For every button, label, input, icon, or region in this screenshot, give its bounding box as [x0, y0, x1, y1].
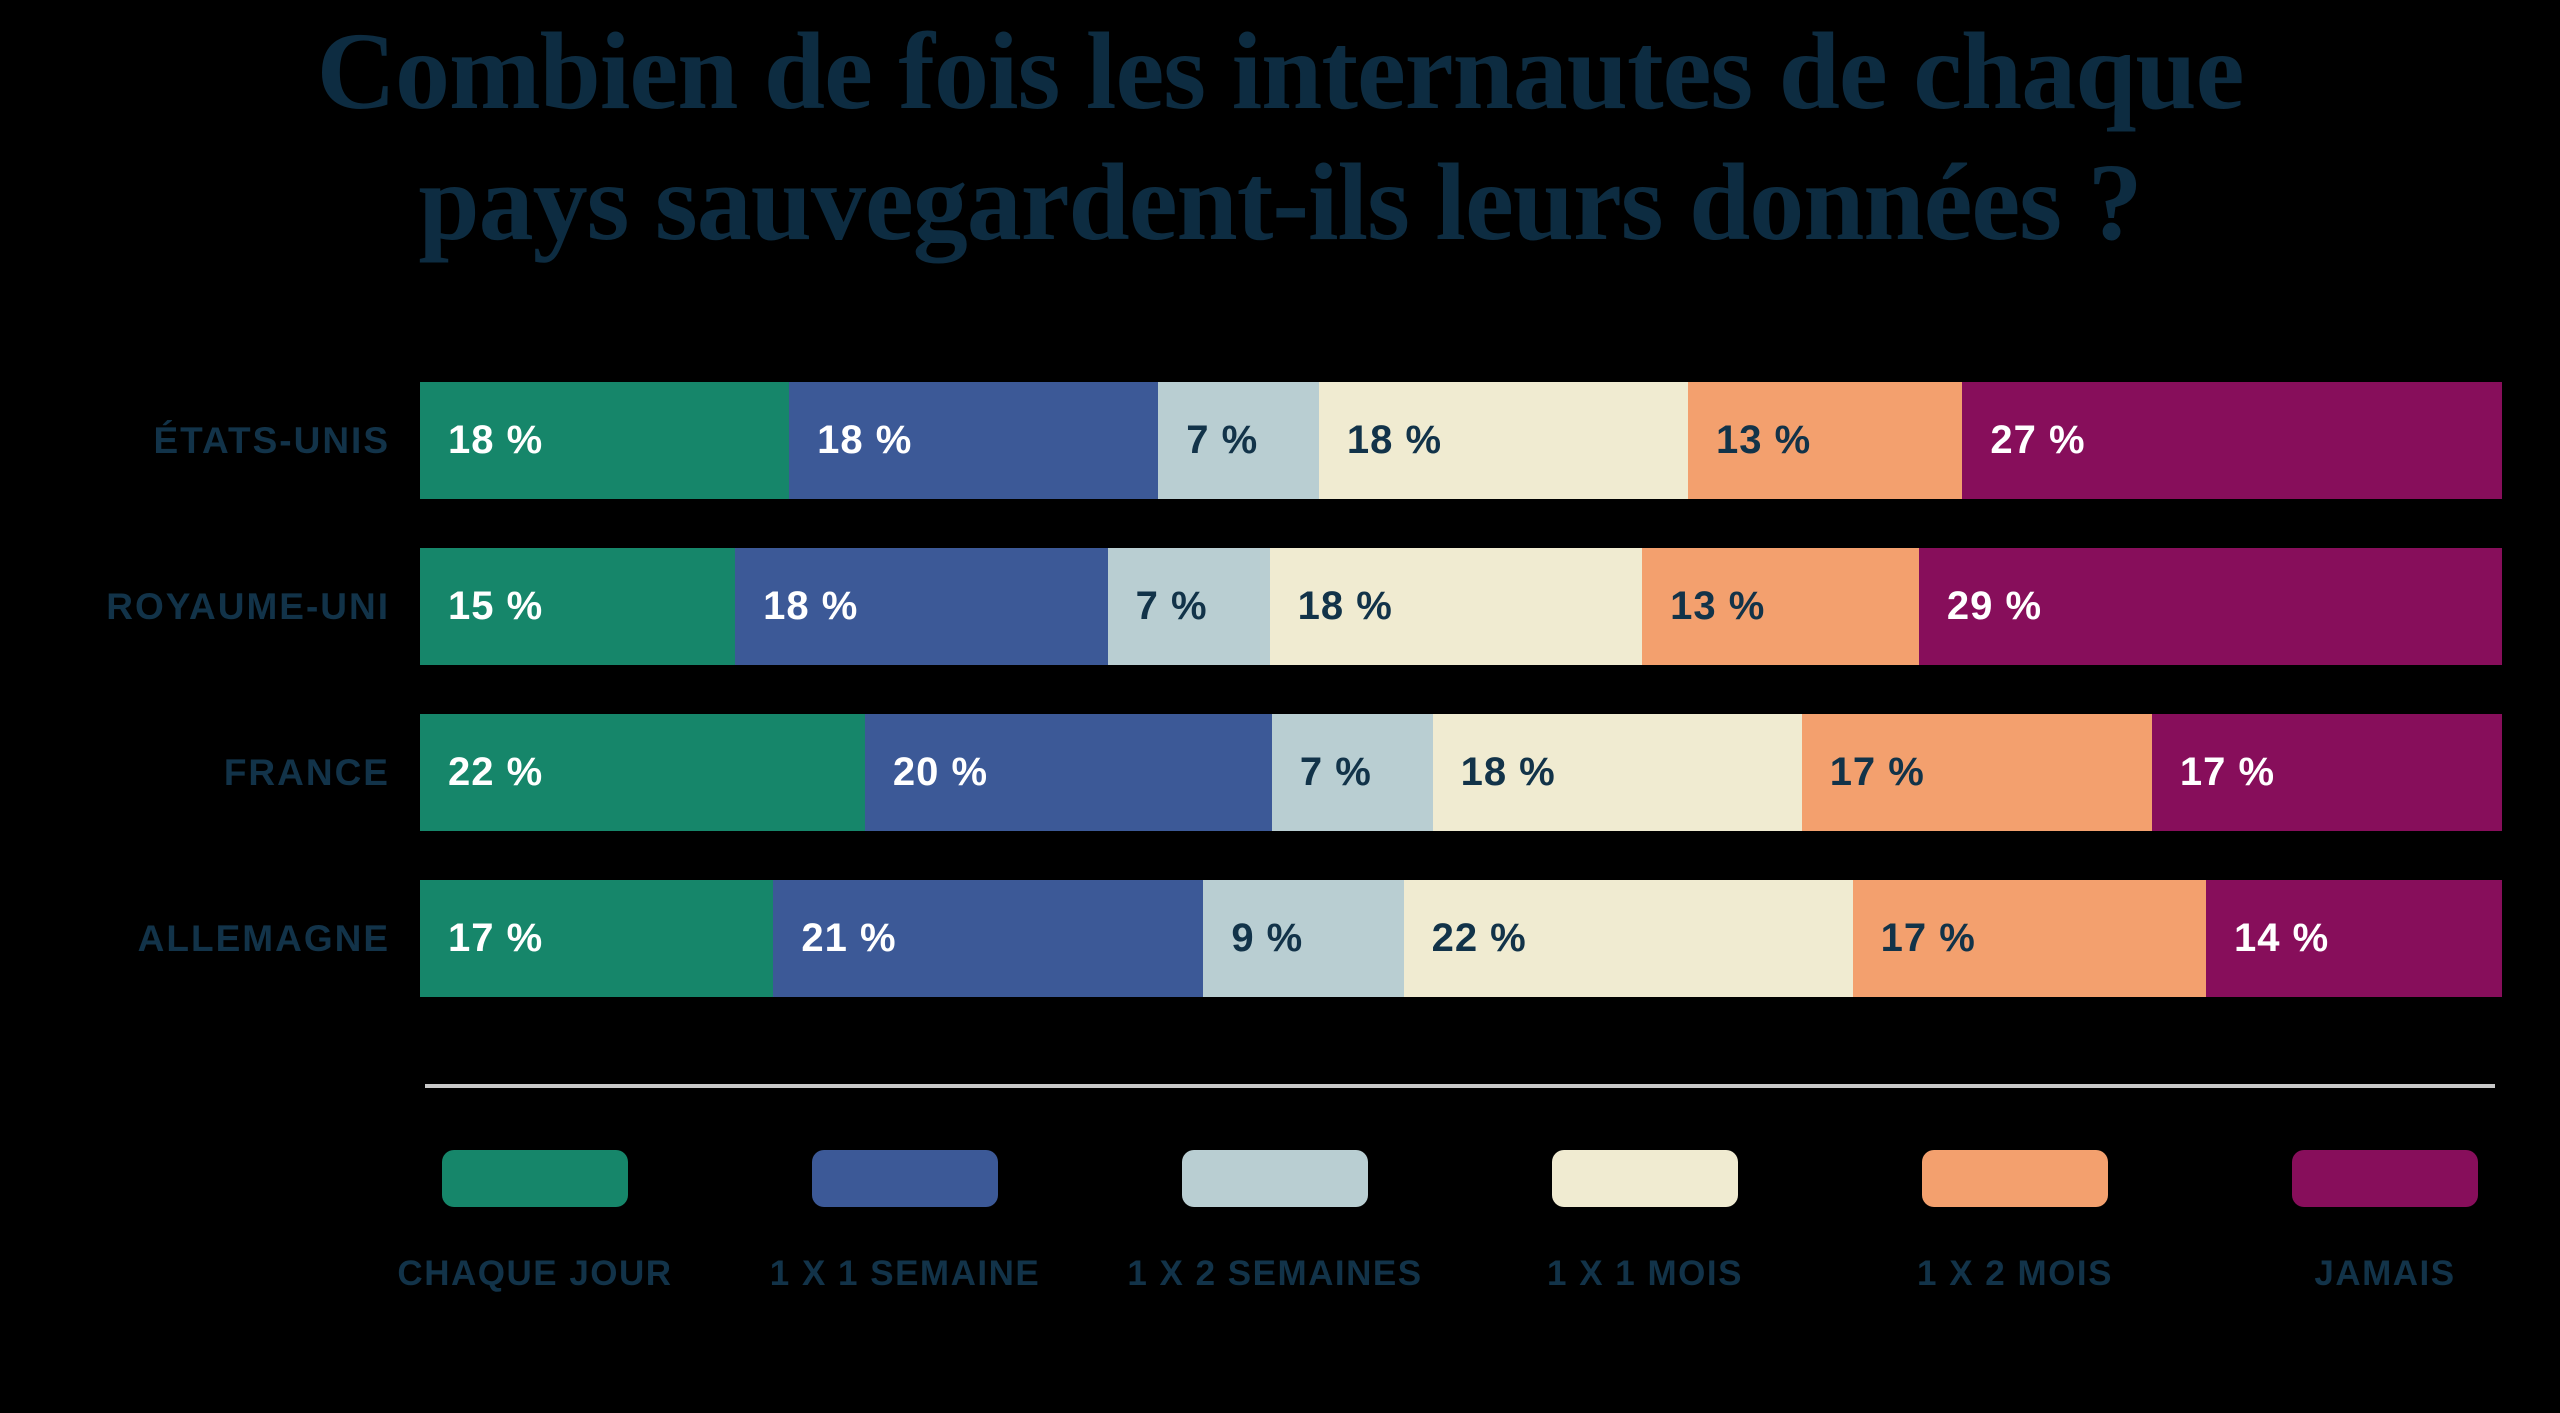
stacked-bar: 15 % 18 % 7 % 18 % 13 % 29 % — [420, 548, 2502, 665]
bar-segment: 15 % — [420, 548, 736, 665]
legend-swatch — [1182, 1150, 1368, 1207]
legend-label: 1 X 1 MOIS — [1547, 1254, 1743, 1293]
legend: CHAQUE JOUR 1 X 1 SEMAINE 1 X 2 SEMAINES 1 … — [350, 1150, 2560, 1294]
segment-value-label: 7 % — [1299, 750, 1372, 794]
legend-label: 1 X 2 SEMAINES — [1127, 1254, 1423, 1293]
legend-label: CHAQUE JOUR — [397, 1254, 673, 1293]
country-label: ÉTATS-UNIS — [153, 419, 390, 461]
legend-label: 1 X 2 MOIS — [1917, 1254, 2113, 1293]
country-label: FRANCE — [223, 751, 390, 793]
bar-segment: 18 % — [1432, 714, 1802, 831]
segment-value-label: 13 % — [1670, 584, 1766, 628]
legend-item: 1 X 1 MOIS — [1460, 1150, 1830, 1294]
bar-segment: 17 % — [420, 880, 774, 997]
segment-value-label: 7 % — [1186, 418, 1259, 462]
bar-segment: 18 % — [420, 382, 790, 499]
bar-segment: 7 % — [1107, 548, 1270, 665]
bar-segment: 22 % — [420, 714, 865, 831]
chart-row: ROYAUME-UNI 15 % 18 % 7 % 18 % 13 % 29 % — [0, 548, 2502, 665]
segment-value-label: 21 % — [801, 916, 897, 960]
chart-row: ALLEMAGNE 17 % 21 % 9 % 22 % 17 % 14 % — [0, 880, 2502, 997]
segment-value-label: 17 % — [448, 916, 544, 960]
bar-segment: 13 % — [1642, 548, 1919, 665]
segment-value-label: 27 % — [1990, 418, 2086, 462]
segment-value-label: 18 % — [1460, 750, 1556, 794]
segment-value-label: 29 % — [1946, 584, 2043, 628]
legend-item: CHAQUE JOUR — [350, 1150, 720, 1294]
legend-label: 1 X 1 SEMAINE — [769, 1254, 1041, 1293]
legend-swatch — [442, 1150, 628, 1207]
country-label: ROYAUME-UNI — [106, 585, 390, 627]
segment-value-label: 15 % — [448, 584, 544, 628]
bar-segment: 17 % — [2151, 714, 2502, 831]
bar-segment: 13 % — [1687, 382, 1963, 499]
chart-title-line1: Combien de fois les internautes de chaqu… — [316, 10, 2245, 132]
bar-segment: 29 % — [1918, 548, 2502, 665]
segment-value-label: 14 % — [2234, 916, 2330, 960]
bar-segment: 7 % — [1158, 382, 1319, 499]
segment-value-label: 18 % — [763, 584, 859, 628]
segment-value-label: 17 % — [2179, 750, 2276, 794]
segment-value-label: 7 % — [1135, 584, 1208, 628]
bar-segment: 9 % — [1203, 880, 1404, 997]
legend-swatch — [1922, 1150, 2108, 1207]
bar-segment: 22 % — [1403, 880, 1853, 997]
bar-segment: 18 % — [789, 382, 1159, 499]
segment-value-label: 18 % — [1297, 584, 1393, 628]
legend-divider — [425, 1084, 2495, 1088]
legend-swatch — [2292, 1150, 2478, 1207]
legend-swatch — [1552, 1150, 1738, 1207]
segment-value-label: 22 % — [1431, 916, 1527, 960]
bar-segment: 21 % — [773, 880, 1204, 997]
stacked-bar: 18 % 18 % 7 % 18 % 13 % 27 % — [420, 382, 2502, 499]
bar-segment: 18 % — [1269, 548, 1643, 665]
chart-row: ÉTATS-UNIS 18 % 18 % 7 % 18 % 13 % 27 % — [0, 382, 2502, 499]
chart-title: Combien de fois les internautes de chaqu… — [0, 6, 2560, 268]
bar-segment: 18 % — [1318, 382, 1688, 499]
segment-value-label: 18 % — [817, 418, 913, 462]
bar-segment: 17 % — [1801, 714, 2152, 831]
legend-item: 1 X 2 MOIS — [1830, 1150, 2200, 1294]
segment-value-label: 22 % — [448, 750, 544, 794]
segment-value-label: 13 % — [1715, 418, 1812, 462]
segment-value-label: 18 % — [448, 418, 544, 462]
segment-value-label: 17 % — [1880, 916, 1976, 960]
bar-segment: 18 % — [735, 548, 1108, 665]
bar-segment: 20 % — [864, 714, 1272, 831]
chart-title-line2: pays sauvegardent-ils leurs données ? — [418, 140, 2142, 263]
stacked-bar: 22 % 20 % 7 % 18 % 17 % 17 % — [420, 714, 2502, 831]
segment-value-label: 17 % — [1829, 750, 1925, 794]
legend-swatch — [812, 1150, 998, 1207]
legend-item: JAMAIS — [2200, 1150, 2560, 1294]
bar-segment: 27 % — [1962, 382, 2502, 499]
legend-item: 1 X 2 SEMAINES — [1090, 1150, 1460, 1294]
country-label: ALLEMAGNE — [137, 917, 390, 959]
chart-row: FRANCE 22 % 20 % 7 % 18 % 17 % 17 % — [0, 714, 2502, 831]
bar-segment: 17 % — [1852, 880, 2207, 997]
legend-item: 1 X 1 SEMAINE — [720, 1150, 1090, 1294]
chart-rows: ÉTATS-UNIS 18 % 18 % 7 % 18 % 13 % 27 % ROYAUME… — [0, 382, 2502, 1046]
segment-value-label: 18 % — [1346, 418, 1443, 462]
legend-label: JAMAIS — [2314, 1254, 2456, 1293]
segment-value-label: 20 % — [892, 750, 989, 794]
bar-segment: 14 % — [2206, 880, 2502, 997]
stacked-bar: 17 % 21 % 9 % 22 % 17 % 14 % — [420, 880, 2502, 997]
bar-segment: 7 % — [1271, 714, 1433, 831]
segment-value-label: 9 % — [1231, 916, 1304, 960]
